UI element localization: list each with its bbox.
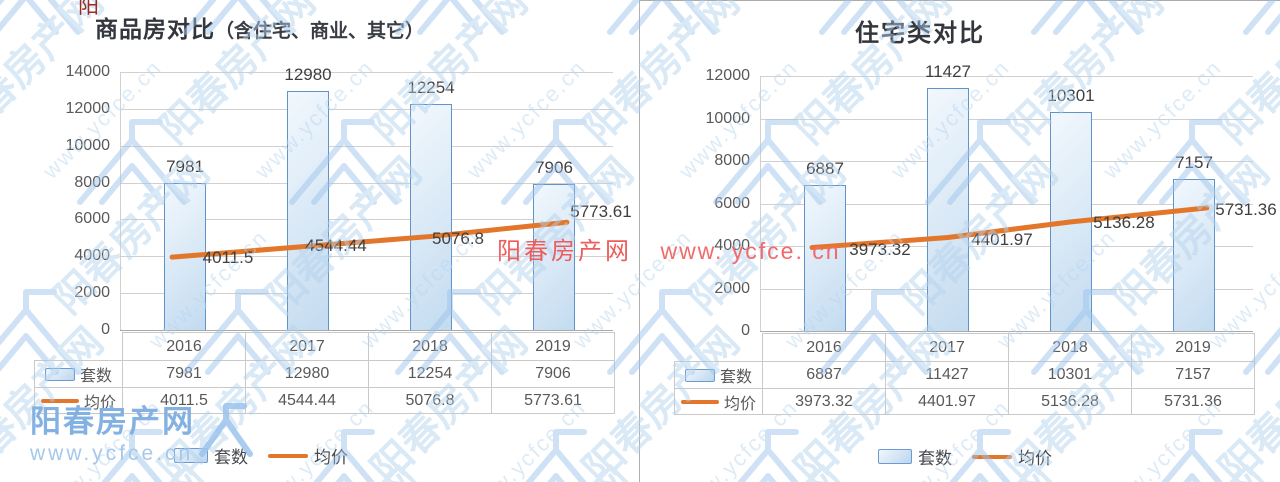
y-axis-line <box>760 76 761 331</box>
table-year-header: 2017 <box>245 332 369 361</box>
chart-legend: 套数 均价 <box>878 444 1052 469</box>
bar-2017 <box>927 88 969 331</box>
residential-chart-title: 住宅类对比 <box>640 13 1200 48</box>
bar-value-label: 12254 <box>386 78 476 98</box>
bar-value-label: 6887 <box>780 159 870 179</box>
series-name: 套数 <box>79 368 112 385</box>
y-axis-tick-label: 10000 <box>666 110 751 128</box>
table-value-cell: 11427 <box>885 361 1009 389</box>
table-value-cell: 3973.32 <box>762 388 886 415</box>
gridline <box>120 72 613 73</box>
table-year-header: 2019 <box>1131 333 1255 362</box>
table-value-cell: 10301 <box>1008 361 1132 389</box>
gridline <box>120 108 613 110</box>
y-axis-tick-label: 12000 <box>705 67 751 84</box>
table-value-cell: 7981 <box>122 360 246 388</box>
legend-line-label: 均价 <box>314 443 348 468</box>
site-brand-house-icon <box>199 403 253 457</box>
bar-2017 <box>287 90 329 330</box>
legend-bar-label: 套数 <box>918 444 952 469</box>
table-year-header: 2018 <box>1008 333 1132 362</box>
line-value-label: 5076.8 <box>408 229 508 249</box>
table-corner-cell <box>675 334 763 362</box>
legend-line-icon <box>268 453 308 458</box>
y-axis-tick-label: 6000 <box>74 210 110 228</box>
series-name: 套数 <box>719 369 752 386</box>
gridline <box>760 118 1253 120</box>
series-name: 均价 <box>723 395 756 413</box>
line-value-label: 3973.32 <box>830 240 930 260</box>
table-value-cell: 5773.61 <box>491 387 615 414</box>
line-value-label: 4401.97 <box>952 230 1052 250</box>
table-year-header: 2016 <box>122 332 246 361</box>
y-axis-tick-label: 2000 <box>26 284 110 302</box>
gridline <box>120 145 613 147</box>
line-value-label: 4011.5 <box>178 248 278 268</box>
legend-line-label: 均价 <box>1018 444 1052 469</box>
line-series-icon <box>680 399 719 404</box>
y-axis-tick-label: 4000 <box>26 247 110 265</box>
bar-value-label: 7157 <box>1175 152 1213 172</box>
y-axis-tick-label: 10000 <box>26 137 111 155</box>
table-value-cell: 12254 <box>368 360 492 388</box>
site-brand-name: 阳春房产网 <box>30 404 195 439</box>
table-year-header: 2019 <box>491 332 615 361</box>
y-axis-tick-label: 12000 <box>65 99 111 117</box>
commercial-chart-title: 商品房对比（含住宅、商业、其它） <box>95 10 424 44</box>
table-value-cell: 7157 <box>1131 361 1255 389</box>
line-value-label: 5731.36 <box>1196 200 1280 220</box>
bar-value-label: 10301 <box>1026 86 1116 106</box>
chart-title-main: 商品房对比 <box>95 16 215 42</box>
bar-series-icon <box>44 367 75 381</box>
gridline <box>760 76 1253 77</box>
table-year-header: 2016 <box>762 333 886 362</box>
table-year-header: 2017 <box>885 333 1009 362</box>
line-value-label: 5136.28 <box>1093 213 1155 232</box>
table-series-key: 均价 <box>674 388 763 415</box>
site-brand: 阳春房产网 www.ycfce.cn <box>30 406 195 464</box>
table-value-cell: 4544.44 <box>245 387 369 414</box>
site-brand-url: www.ycfce.cn <box>30 442 194 465</box>
table-year-header: 2018 <box>368 332 492 361</box>
y-axis-tick-label: 4000 <box>666 237 750 255</box>
table-series-key: 套数 <box>34 360 123 388</box>
table-value-cell: 12980 <box>245 360 369 388</box>
y-axis-tick-label: 2000 <box>666 280 750 298</box>
y-axis-tick-label: 8000 <box>74 173 110 191</box>
x-axis-line <box>760 331 1253 332</box>
table-value-cell: 5136.28 <box>1008 388 1132 415</box>
line-value-label: 5773.61 <box>551 202 651 222</box>
table-value-cell: 7906 <box>491 360 615 388</box>
legend-line-icon <box>972 454 1012 459</box>
bar-2018 <box>410 104 452 330</box>
data-table: 2016201720182019套数798112980122547906均价40… <box>34 332 615 414</box>
y-axis-tick-label: 14000 <box>65 63 111 80</box>
y-axis-line <box>120 72 121 330</box>
red-watermark-fragment: 阳 <box>78 0 99 18</box>
legend-bar-icon <box>878 449 912 464</box>
line-value-label: 4544.44 <box>286 236 386 256</box>
table-value-cell: 6887 <box>762 361 886 389</box>
table-value-cell: 5731.36 <box>1131 388 1255 415</box>
x-axis-line <box>120 330 613 331</box>
table-value-cell: 4401.97 <box>885 388 1009 415</box>
bar-value-label: 11427 <box>924 62 971 82</box>
bar-series-icon <box>684 368 715 382</box>
line-series-icon <box>40 398 79 403</box>
y-axis-tick-label: 8000 <box>714 152 750 169</box>
y-axis-tick-label: 6000 <box>714 194 750 212</box>
table-corner-cell <box>35 333 123 361</box>
bar-value-label: 12980 <box>284 64 332 84</box>
table-value-cell: 5076.8 <box>368 387 492 414</box>
bar-value-label: 7906 <box>535 158 573 178</box>
chart-title-sub: （含住宅、商业、其它） <box>215 21 425 42</box>
bar-value-label: 7981 <box>140 157 230 177</box>
panel-residential-housing: 住宅类对比 0200040006000800010000120006887114… <box>639 0 1280 482</box>
table-series-key: 套数 <box>674 361 763 389</box>
